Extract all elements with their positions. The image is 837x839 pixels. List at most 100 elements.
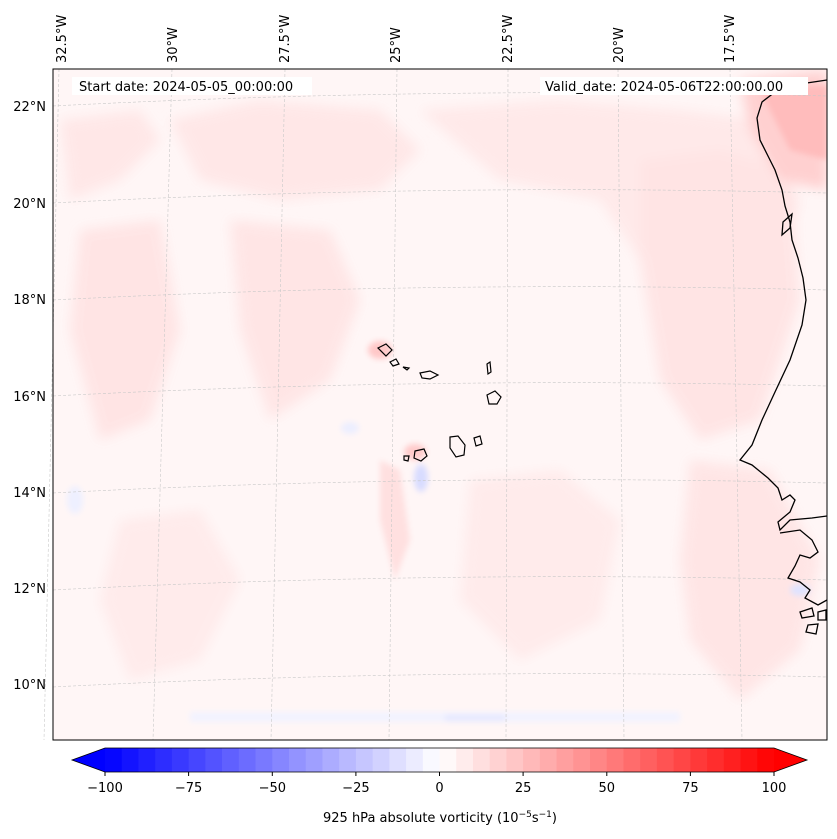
map-panel: Start date: 2024-05-05_00:00:00 Valid_da… xyxy=(43,68,828,741)
gridline-lon-32-5 xyxy=(43,68,60,741)
gridline-lon-27-5 xyxy=(270,68,286,741)
lon-label-17-5: 17.5°W xyxy=(723,15,738,63)
lon-label-20: 20°W xyxy=(612,27,627,63)
colorbar-cell xyxy=(606,748,624,772)
gridline-lon-25 xyxy=(388,68,398,741)
cb-tick-label: 100 xyxy=(762,781,787,796)
colorbar-cell xyxy=(757,748,775,772)
colorbar-cell xyxy=(406,748,424,772)
colorbar-cell xyxy=(439,748,457,772)
colorbar-cell xyxy=(489,748,507,772)
sao-vicente-island xyxy=(389,358,400,367)
colorbar-cell xyxy=(205,748,223,772)
colorbar-max-extend xyxy=(774,748,807,772)
gridline-lon-20 xyxy=(617,68,625,741)
bijagos-island-3 xyxy=(817,609,827,621)
guinea-bissau-coastline xyxy=(779,529,827,606)
map-frame xyxy=(52,68,828,741)
gridline-lat-12 xyxy=(52,576,828,591)
cb-tick-label: −75 xyxy=(175,781,202,796)
african-coastline xyxy=(738,79,827,532)
colorbar-cell xyxy=(138,748,156,772)
gridline-lat-20 xyxy=(52,189,828,204)
lat-label-10: 10°N xyxy=(13,678,46,693)
colorbar-cell xyxy=(339,748,357,772)
colorbar-cell xyxy=(171,748,190,772)
cb-tick-label: −50 xyxy=(259,781,286,796)
lon-label-25: 25°W xyxy=(389,27,404,63)
colorbar-cell xyxy=(506,748,524,772)
gridline-lat-10 xyxy=(52,673,828,688)
lon-label-30: 30°W xyxy=(166,27,181,63)
colorbar-cell xyxy=(472,748,491,772)
colorbar-cell xyxy=(422,748,440,772)
colorbar-cell xyxy=(222,748,240,772)
colorbar-cell xyxy=(272,748,290,772)
colorbar-cell xyxy=(640,748,658,772)
longitude-labels: 32.5°W 30°W 27.5°W 25°W 22.5°W 20°W 17.5… xyxy=(55,15,738,63)
start-date-text: Start date: 2024-05-05_00:00:00 xyxy=(79,80,293,95)
start-date-box xyxy=(72,77,312,95)
maio-island xyxy=(473,435,483,447)
lat-label-12: 12°N xyxy=(13,582,46,597)
fogo-island xyxy=(413,448,428,462)
colorbar-ticks: −100 −75 −50 −25 0 25 50 75 100 xyxy=(87,772,786,796)
colorbar-cell xyxy=(456,748,474,772)
colorbar-cell xyxy=(556,748,574,772)
santa-luzia-island xyxy=(402,366,411,371)
lat-label-14: 14°N xyxy=(13,486,46,501)
colorbar-cell xyxy=(723,748,741,772)
colorbar-cell xyxy=(389,748,407,772)
latitude-labels: 22°N 20°N 18°N 16°N 14°N 12°N 10°N xyxy=(13,100,46,693)
sal-island xyxy=(486,360,492,376)
lat-label-16: 16°N xyxy=(13,390,46,405)
colorbar-cell xyxy=(372,748,390,772)
colorbar-cell xyxy=(238,748,256,772)
coastlines xyxy=(738,79,827,635)
gridline-lat-16 xyxy=(52,382,828,397)
vorticity-field xyxy=(60,70,827,722)
brava-island xyxy=(403,455,410,462)
colorbar-cell xyxy=(105,748,123,772)
cb-tick-label: 0 xyxy=(435,781,443,796)
lon-label-22-5: 22.5°W xyxy=(501,15,516,63)
bijagos-island-2 xyxy=(805,623,819,635)
colorbar-cell xyxy=(707,748,725,772)
colorbar-cell xyxy=(288,748,307,772)
colorbar-min-extend xyxy=(72,748,105,772)
lon-label-27-5: 27.5°W xyxy=(278,15,293,63)
colorbar-cell xyxy=(623,748,641,772)
lat-label-18: 18°N xyxy=(13,293,46,308)
colorbar-label: 925 hPa absolute vorticity (10−5s−1) xyxy=(323,810,557,826)
graticule xyxy=(43,68,828,741)
gridline-lat-22 xyxy=(52,92,828,107)
coastal-island xyxy=(781,212,793,237)
bijagos-island-1 xyxy=(799,607,815,619)
cb-tick-label: 25 xyxy=(515,781,532,796)
colorbar-cell xyxy=(690,748,708,772)
colorbar-cell xyxy=(523,748,541,772)
colorbar-cell xyxy=(673,748,691,772)
colorbar-cell xyxy=(255,748,273,772)
colorbar-cell xyxy=(322,748,340,772)
gridline-lon-30 xyxy=(152,68,173,741)
lon-label-32-5: 32.5°W xyxy=(55,15,70,63)
cb-tick-label: 75 xyxy=(682,781,699,796)
colorbar-cell xyxy=(656,748,675,772)
cape-verde-islands xyxy=(376,343,502,462)
colorbar-cell xyxy=(740,748,758,772)
sao-nicolau-island xyxy=(419,370,440,380)
lat-label-22: 22°N xyxy=(13,100,46,115)
gridline-lat-14 xyxy=(52,479,828,494)
cb-tick-label: 50 xyxy=(599,781,616,796)
gridline-lon-22-5 xyxy=(505,68,509,741)
colorbar-cell xyxy=(188,748,206,772)
colorbar-cells xyxy=(105,748,775,772)
santo-antao-island xyxy=(376,343,393,357)
colorbar-cell xyxy=(573,748,591,772)
colorbar-cell xyxy=(590,748,608,772)
colorbar-cell xyxy=(355,748,374,772)
colorbar-cell xyxy=(305,748,323,772)
lat-label-20: 20°N xyxy=(13,197,46,212)
